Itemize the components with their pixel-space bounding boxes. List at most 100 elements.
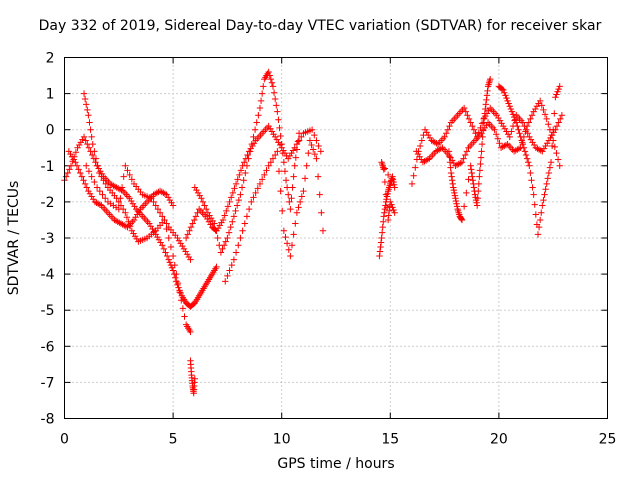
data-point [315,142,322,150]
data-point [295,130,303,137]
data-point [383,204,391,211]
data-point [446,158,454,166]
data-point [556,83,563,90]
data-point [429,138,437,145]
data-point [240,177,247,184]
data-point [281,168,289,175]
data-point [518,137,525,144]
data-point [483,92,491,99]
data-point [86,119,93,126]
data-point [285,155,292,162]
data-point [319,227,327,234]
data-point [251,126,259,133]
data-point [390,181,398,188]
data-point [185,253,193,261]
data-point [218,219,225,226]
data-point [116,219,123,226]
data-point [458,215,465,223]
data-point [229,189,237,197]
data-point [525,119,532,126]
data-point [113,184,120,191]
data-point [519,140,526,148]
y-tick-label: 1 [46,87,55,103]
data-point [257,97,265,105]
data-point [470,180,477,188]
data-point [498,120,505,127]
data-point [83,162,90,169]
data-point [462,151,469,159]
data-point [80,133,88,141]
data-point [303,162,310,169]
data-point [267,158,275,166]
series-track-k [413,97,563,169]
data-point [293,140,301,148]
data-point [546,164,554,171]
data-point [242,169,249,177]
data-point [214,234,221,242]
data-point [500,122,507,130]
data-point [543,115,550,123]
data-point [529,184,536,191]
data-point [82,137,89,144]
data-point [130,216,138,224]
data-point [276,124,283,132]
data-point [279,207,286,215]
data-point [222,278,229,285]
data-point [500,86,507,94]
data-point [163,252,171,260]
data-point [499,143,506,151]
y-tick-label: -5 [41,303,55,319]
series-track-c [80,90,194,336]
data-point [221,212,228,219]
series-track-f [182,122,324,242]
data-point [467,162,474,169]
data-point [380,213,387,220]
data-point [265,162,272,169]
data-point [421,126,429,133]
data-point [550,126,557,133]
data-point [85,144,93,151]
data-point [437,145,444,152]
series-track-l [445,75,494,224]
data-point [108,181,115,188]
data-point [441,133,448,141]
data-point [280,158,288,166]
data-point [552,94,559,101]
data-point [553,149,560,157]
data-point [494,135,502,142]
data-point [156,187,164,195]
data-point [224,234,231,242]
data-point [165,194,172,201]
data-point [457,159,464,167]
data-point [204,209,212,216]
data-point [243,162,251,169]
data-point [134,211,141,218]
data-point [300,187,307,195]
data-point [477,160,484,168]
data-point [498,85,506,93]
data-point [238,184,246,191]
data-point [273,136,281,143]
data-point [124,167,131,174]
data-point [445,148,453,155]
data-point [529,139,536,146]
data-point [507,105,515,113]
data-point [196,192,203,199]
data-point [541,191,548,198]
data-point [253,119,260,126]
data-point [241,158,248,166]
data-point [478,140,486,148]
data-point [267,75,275,83]
data-point [434,147,441,154]
data-point [96,169,103,177]
data-point [174,234,181,242]
data-point [127,223,134,230]
data-point [444,126,452,133]
data-point [130,230,137,237]
data-point [418,156,425,163]
data-point [237,234,244,242]
data-point [287,205,294,213]
data-point [204,215,211,223]
data-point [447,164,454,171]
data-point [473,199,480,207]
